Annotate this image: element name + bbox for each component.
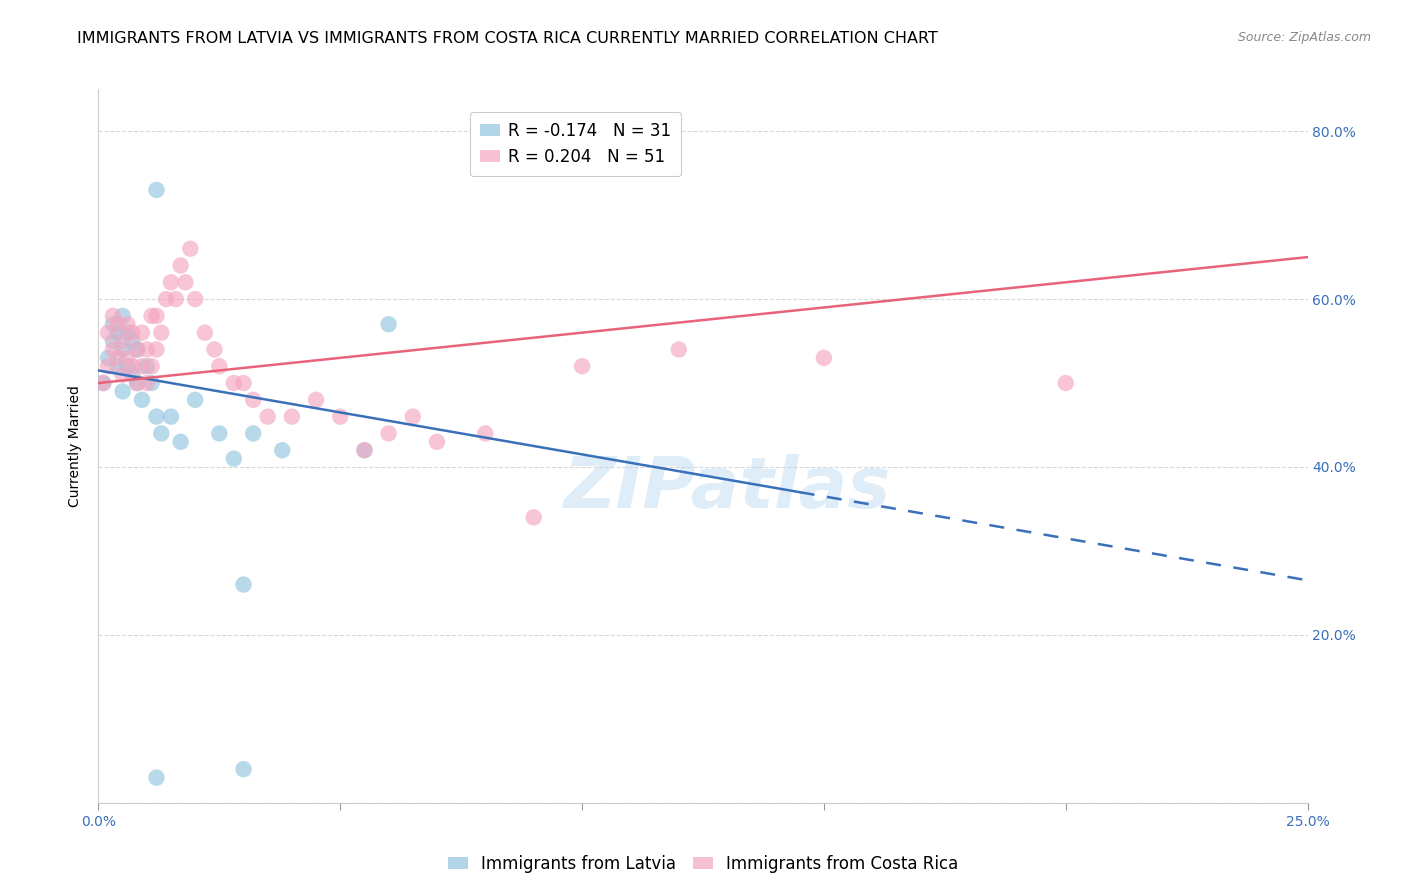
Legend: R = -0.174   N = 31, R = 0.204   N = 51: R = -0.174 N = 31, R = 0.204 N = 51 xyxy=(470,112,681,176)
Point xyxy=(377,318,399,332)
Point xyxy=(155,292,177,306)
Point xyxy=(97,359,120,374)
Point xyxy=(242,426,264,441)
Point xyxy=(91,376,114,390)
Point xyxy=(117,351,139,365)
Point xyxy=(523,510,546,524)
Point xyxy=(305,392,328,407)
Point xyxy=(127,343,149,357)
Point xyxy=(117,326,139,340)
Point xyxy=(377,426,399,441)
Point xyxy=(127,376,149,390)
Point xyxy=(141,359,163,374)
Point xyxy=(281,409,304,424)
Point xyxy=(426,434,449,449)
Point xyxy=(131,359,153,374)
Point xyxy=(121,334,143,348)
Point xyxy=(160,275,183,289)
Point xyxy=(121,359,143,374)
Point xyxy=(111,309,134,323)
Point xyxy=(179,242,201,256)
Point xyxy=(91,376,114,390)
Point xyxy=(117,359,139,374)
Point xyxy=(402,409,425,424)
Point xyxy=(101,309,124,323)
Point xyxy=(135,376,157,390)
Point xyxy=(232,762,254,776)
Point xyxy=(117,318,139,332)
Point xyxy=(97,351,120,365)
Point xyxy=(111,343,134,357)
Text: ZIPatlas: ZIPatlas xyxy=(564,454,891,524)
Point xyxy=(131,392,153,407)
Point xyxy=(668,343,690,357)
Point xyxy=(169,434,191,449)
Point xyxy=(101,318,124,332)
Point xyxy=(107,318,129,332)
Text: IMMIGRANTS FROM LATVIA VS IMMIGRANTS FROM COSTA RICA CURRENTLY MARRIED CORRELATI: IMMIGRANTS FROM LATVIA VS IMMIGRANTS FRO… xyxy=(77,31,938,46)
Point xyxy=(107,351,129,365)
Point xyxy=(101,334,124,348)
Point xyxy=(141,309,163,323)
Point xyxy=(111,368,134,382)
Point xyxy=(329,409,352,424)
Point xyxy=(127,343,149,357)
Point xyxy=(232,376,254,390)
Point xyxy=(208,426,231,441)
Point xyxy=(145,409,167,424)
Point xyxy=(571,359,593,374)
Point xyxy=(135,359,157,374)
Point xyxy=(150,426,173,441)
Point xyxy=(160,409,183,424)
Point xyxy=(222,376,245,390)
Point xyxy=(184,292,207,306)
Point xyxy=(141,376,163,390)
Point xyxy=(145,771,167,785)
Point xyxy=(121,326,143,340)
Point xyxy=(101,343,124,357)
Point xyxy=(353,443,375,458)
Point xyxy=(145,309,167,323)
Point xyxy=(813,351,835,365)
Point xyxy=(121,368,143,382)
Point xyxy=(131,326,153,340)
Point xyxy=(107,326,129,340)
Legend: Immigrants from Latvia, Immigrants from Costa Rica: Immigrants from Latvia, Immigrants from … xyxy=(441,848,965,880)
Point xyxy=(222,451,245,466)
Point xyxy=(127,376,149,390)
Point xyxy=(256,409,278,424)
Point xyxy=(165,292,187,306)
Point xyxy=(204,343,226,357)
Point xyxy=(111,334,134,348)
Point xyxy=(145,183,167,197)
Point xyxy=(145,343,167,357)
Point xyxy=(353,443,375,458)
Point xyxy=(242,392,264,407)
Point xyxy=(271,443,294,458)
Point xyxy=(1054,376,1077,390)
Y-axis label: Currently Married: Currently Married xyxy=(69,385,83,507)
Text: Source: ZipAtlas.com: Source: ZipAtlas.com xyxy=(1237,31,1371,45)
Point xyxy=(111,384,134,399)
Point xyxy=(184,392,207,407)
Point xyxy=(107,359,129,374)
Point xyxy=(194,326,217,340)
Point xyxy=(150,326,173,340)
Point xyxy=(97,326,120,340)
Point xyxy=(232,577,254,591)
Point xyxy=(135,343,157,357)
Point xyxy=(174,275,197,289)
Point xyxy=(208,359,231,374)
Point xyxy=(474,426,496,441)
Point xyxy=(169,259,191,273)
